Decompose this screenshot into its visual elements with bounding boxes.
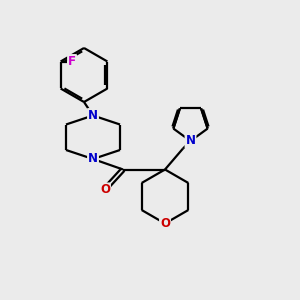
Text: F: F	[68, 55, 76, 68]
Text: N: N	[88, 152, 98, 166]
Text: O: O	[160, 217, 170, 230]
Text: N: N	[88, 109, 98, 122]
Text: O: O	[100, 183, 110, 196]
Text: N: N	[185, 134, 196, 148]
